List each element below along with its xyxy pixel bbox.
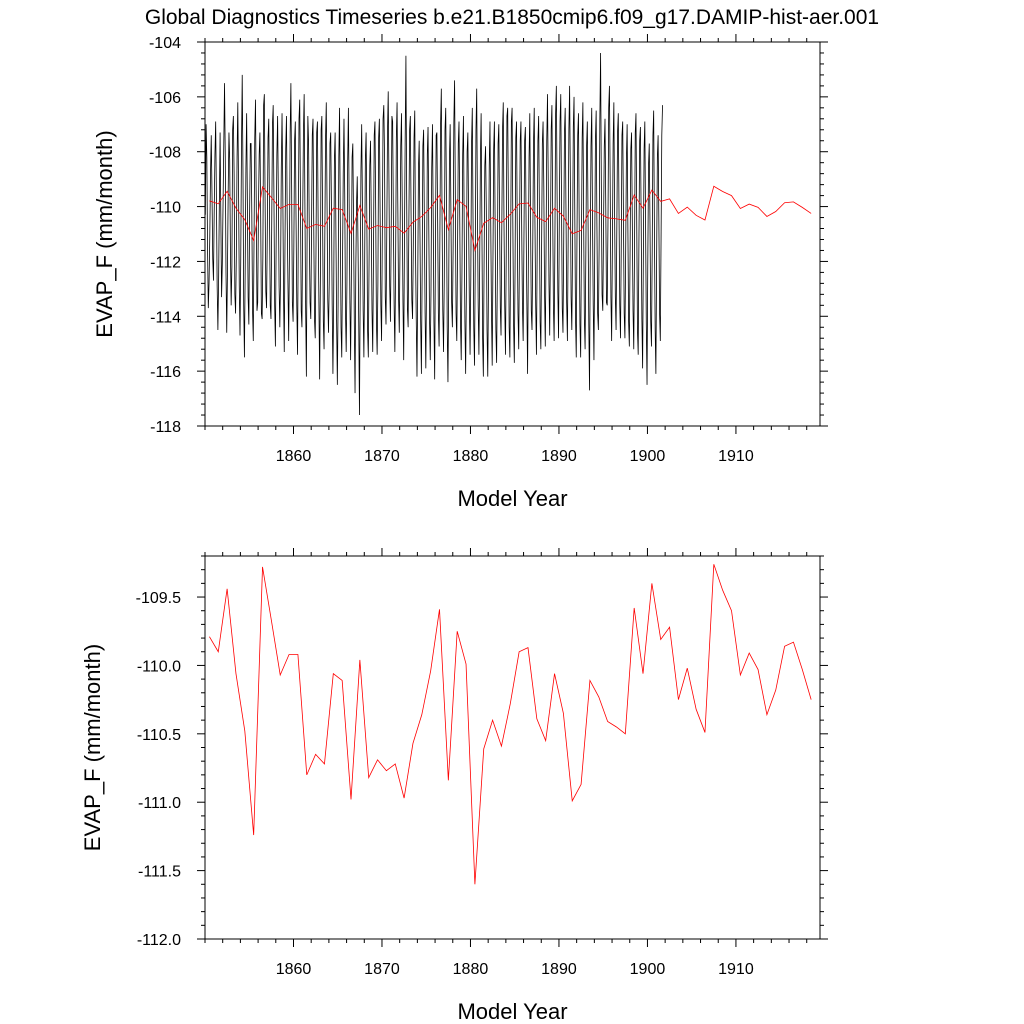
x-tick-label: 1910 — [718, 448, 754, 465]
x-tick-label: 1860 — [276, 961, 312, 978]
plot-frame — [204, 41, 821, 427]
monthly-line — [205, 52, 663, 416]
x-tick-label: 1870 — [364, 961, 400, 978]
y-tick-label: -109.5 — [136, 590, 181, 607]
annual-mean-line — [209, 564, 812, 885]
plot-frame — [204, 555, 821, 940]
y-tick-label: -110.5 — [137, 727, 181, 744]
y-tick-label: -116 — [150, 364, 181, 381]
y-tick-label: -104 — [149, 35, 181, 52]
bottom-panel: 1860 1870 1880 1890 1900 1910 -112.0 -111.5 -111… — [80, 548, 828, 1024]
x-axis-label: Model Year — [457, 999, 567, 1024]
x-tick-label: 1910 — [718, 961, 754, 978]
x-tick-label: 1880 — [453, 961, 489, 978]
y-tick-label: -114 — [150, 309, 181, 326]
annual-mean-line — [209, 185, 812, 253]
x-tick-label: 1890 — [541, 448, 577, 465]
x-tick-label: 1900 — [630, 961, 666, 978]
x-tick-label: 1890 — [541, 961, 577, 978]
x-tick-label: 1870 — [364, 448, 400, 465]
x-tick-label: 1860 — [276, 448, 312, 465]
y-tick-label: -106 — [149, 90, 181, 107]
y-tick-label: -108 — [149, 145, 181, 162]
y-tick-label: -118 — [150, 419, 181, 436]
x-tick-label: 1900 — [630, 448, 666, 465]
y-tick-label: -112 — [150, 254, 181, 271]
y-axis-label: EVAP_F (mm/month) — [80, 644, 105, 851]
y-tick-label: -111.0 — [138, 795, 181, 812]
chart-title: Global Diagnostics Timeseries b.e21.B185… — [145, 6, 879, 29]
top-panel: 1860 1870 1880 1890 1900 1910 -118 -116 -114 -112… — [92, 34, 828, 511]
y-tick-label: -110 — [150, 200, 181, 217]
y-tick-label: -112.0 — [137, 932, 181, 949]
y-tick-label: -110.0 — [137, 658, 181, 675]
x-tick-label: 1880 — [453, 448, 489, 465]
x-axis-label: Model Year — [457, 486, 567, 511]
y-axis-label: EVAP_F (mm/month) — [92, 130, 117, 337]
y-tick-label: -111.5 — [138, 864, 181, 881]
